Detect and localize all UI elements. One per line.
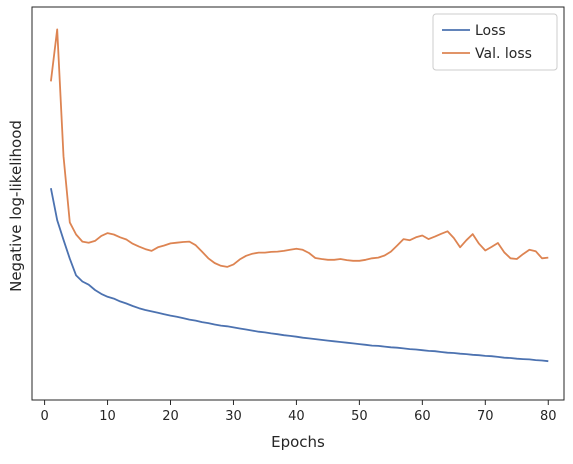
- series-line-val-loss: [50, 28, 549, 268]
- series-layer: [50, 28, 549, 363]
- legend: Loss Val. loss: [432, 13, 558, 71]
- x-tick-label: 0: [40, 409, 48, 424]
- x-tick-label: 10: [99, 409, 116, 424]
- x-tick-label: 60: [414, 409, 431, 424]
- series-line-loss: [50, 188, 549, 363]
- x-tick-label: 30: [225, 409, 242, 424]
- x-tick-label: 20: [162, 409, 179, 424]
- x-tick-label: 70: [477, 409, 494, 424]
- x-tick-label: 40: [288, 409, 305, 424]
- y-axis-label: Negative log-likelihood: [7, 120, 25, 292]
- x-axis-ticks: 0 10 20 30 40 50 60 70 80: [40, 400, 557, 424]
- legend-label-val-loss: Val. loss: [475, 46, 532, 62]
- x-tick-label: 50: [351, 409, 368, 424]
- x-axis-label: Epochs: [271, 433, 325, 451]
- legend-frame: [432, 13, 558, 71]
- x-tick-label: 80: [540, 409, 557, 424]
- plot-area-frame: [31, 6, 565, 401]
- legend-label-loss: Loss: [475, 23, 506, 39]
